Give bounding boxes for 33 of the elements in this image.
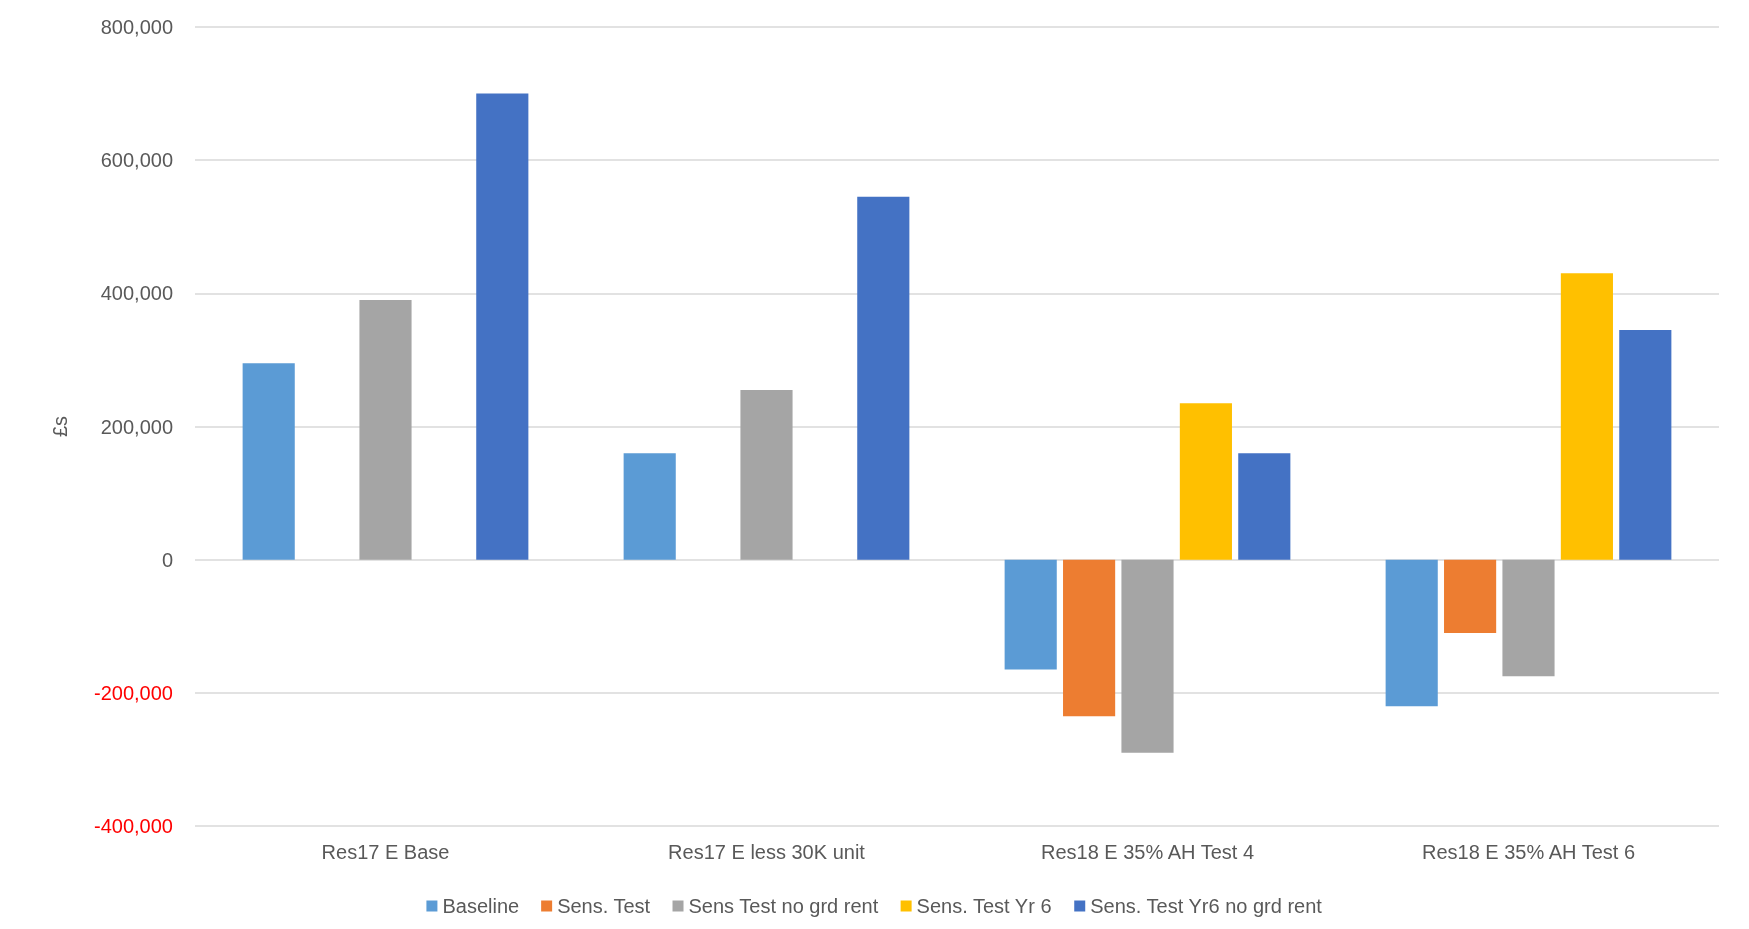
- x-tick-label: Res17 E Base: [321, 841, 450, 863]
- y-tick-label: -400,000: [94, 815, 173, 837]
- legend-label: Sens Test no grd rent: [688, 895, 879, 917]
- legend-label: Sens. Test Yr6 no grd rent: [1090, 895, 1323, 917]
- bar: [1238, 453, 1291, 560]
- y-tick-label: 600,000: [100, 149, 173, 172]
- y-tick-label: 200,000: [100, 415, 173, 438]
- bar: [1619, 329, 1672, 560]
- bar: [1121, 559, 1174, 753]
- bar: [740, 389, 793, 560]
- legend-label: Sens. Test: [557, 895, 651, 917]
- y-tick-label: 400,000: [100, 282, 173, 305]
- bar: [623, 453, 676, 560]
- legend-label: Sens. Test Yr 6: [916, 895, 1052, 917]
- bar: [476, 93, 529, 560]
- bar: [359, 299, 412, 560]
- bar: [857, 196, 910, 560]
- y-axis-title: £s: [49, 415, 71, 438]
- bar: [1385, 559, 1438, 707]
- y-tick-label: 800,000: [100, 16, 173, 38]
- bar: [1444, 559, 1497, 633]
- x-tick-label: Res18 E 35% AH Test 4: [1040, 841, 1255, 863]
- bar: [1179, 403, 1232, 560]
- x-tick-label: Res18 E 35% AH Test 6: [1421, 841, 1636, 863]
- x-tick-label: Res17 E less 30K unit: [668, 841, 866, 863]
- y-tick-label: 0: [161, 548, 173, 571]
- bar: [1063, 559, 1116, 717]
- y-tick-label: -200,000: [94, 681, 173, 704]
- bar: [1004, 559, 1057, 670]
- bar: [1560, 273, 1613, 560]
- legend-label: Baseline: [442, 895, 520, 917]
- bar: [1502, 559, 1555, 677]
- bar: [242, 363, 295, 560]
